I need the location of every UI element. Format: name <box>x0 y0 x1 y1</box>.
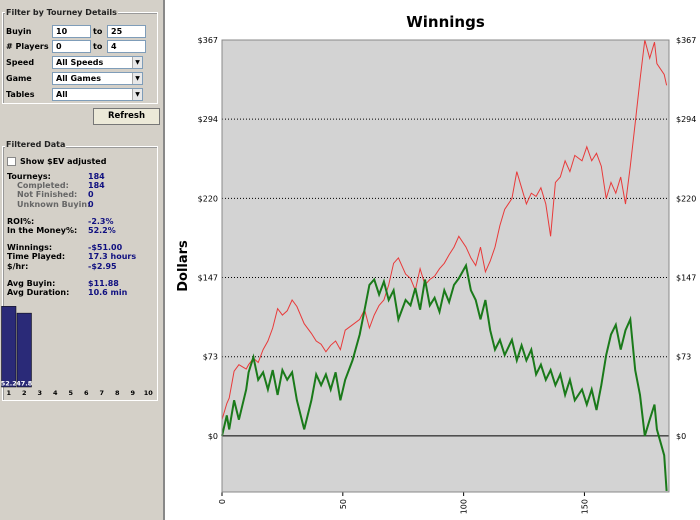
dropdown-arrow: ▼ <box>132 89 142 100</box>
chart: Winnings Dollars $0 $0 $73 $73 $147 $147 $220 $22… <box>163 0 700 520</box>
y2-tick-label: $147 <box>676 274 696 283</box>
filtered-title: Filtered Data <box>5 140 67 149</box>
stat-label: Completed: <box>17 181 69 191</box>
x-tick-label: 1 <box>6 389 11 397</box>
bar <box>1 306 17 388</box>
input[interactable]: 4 <box>107 40 146 53</box>
stat-value: 52.2% <box>88 226 116 235</box>
stat-label: Time Played: <box>7 252 66 262</box>
y2-tick-label: $0 <box>676 432 686 441</box>
x-tick-label: 6 <box>84 389 89 397</box>
input[interactable]: 25 <box>107 25 146 38</box>
filtered-box <box>2 146 158 401</box>
x-tick-label: 5 <box>68 389 73 397</box>
x-tick-label: 150 <box>580 499 589 514</box>
y-tick-label: $220 <box>198 194 218 203</box>
y-axis-label: Dollars <box>176 240 191 292</box>
y2-tick-label: $367 <box>676 36 696 45</box>
x-tick-label: 8 <box>115 389 120 397</box>
stat-label: $/hr: <box>7 261 29 271</box>
field-label: Speed <box>6 58 35 67</box>
stat-label: Avg Buyin: <box>7 278 56 288</box>
dropdown[interactable]: All Speeds ▼ <box>52 56 143 69</box>
value-label: 52.2 <box>1 380 17 388</box>
stat-value: 0 <box>88 190 94 200</box>
stat-value: 184 <box>88 181 105 191</box>
y2-tick-label: $294 <box>676 115 696 124</box>
y-tick-label: $0 <box>208 432 218 441</box>
x-tick-label: 2 <box>22 389 27 397</box>
y-tick-label: $147 <box>198 274 218 283</box>
stat-value: 0 <box>88 199 94 209</box>
value-label: 47.8 <box>16 380 33 388</box>
plot-border <box>221 39 670 493</box>
dropdown-arrow: ▼ <box>132 73 142 84</box>
y-tick-label: $367 <box>198 36 218 45</box>
field-label: Game <box>6 74 32 83</box>
stat-label: In the Money%: <box>7 226 78 235</box>
stat-value: 10.6 min <box>88 288 128 297</box>
mini-chart: 152.2 247.8 3 4 5 6 7 8 9 10 <box>1 306 154 397</box>
stat-value: -2.3% <box>88 216 114 226</box>
stat-label: Winnings: <box>7 243 53 253</box>
input[interactable]: 0 <box>52 40 91 53</box>
filter-title: Filter by Tourney Details <box>5 8 118 17</box>
range-sep: to <box>93 42 103 51</box>
series-line <box>221 39 668 420</box>
stat-label: ROI%: <box>7 216 35 226</box>
series-line <box>221 262 668 491</box>
x-tick-label: 9 <box>130 389 135 397</box>
input[interactable]: 10 <box>52 25 91 38</box>
stat-label: Unknown Buyin: <box>17 199 91 209</box>
field-label: Tables <box>6 90 35 99</box>
stat-value: -$51.00 <box>88 243 123 253</box>
bar <box>16 312 32 388</box>
stat-value: $11.88 <box>88 278 119 288</box>
y-tick-label: $73 <box>203 353 218 362</box>
stat-label: Not Finished: <box>17 190 78 200</box>
checkbox[interactable] <box>7 157 16 166</box>
chart-title: Winnings <box>406 13 485 31</box>
stat-value: 17.3 hours <box>88 252 137 262</box>
refresh-button[interactable]: Refresh <box>93 108 160 125</box>
stat-label: Avg Duration: <box>7 288 70 297</box>
x-tick-label: 7 <box>99 389 104 397</box>
x-tick-label: 0 <box>218 499 227 504</box>
x-tick-label: 3 <box>37 389 42 397</box>
plot-area <box>222 40 669 492</box>
filter-panel: Filter by Tourney Details Refresh Filter… <box>0 0 160 520</box>
dropdown[interactable]: All ▼ <box>52 88 143 101</box>
stat-label: Tourneys: <box>7 172 51 181</box>
field-label: # Players <box>6 42 49 51</box>
field-label: Buyin <box>6 27 32 36</box>
x-tick-label: 100 <box>460 499 469 514</box>
checkbox-label: Show $EV adjusted <box>20 157 107 166</box>
x-tick-label: 50 <box>339 499 348 509</box>
range-sep: to <box>93 27 103 36</box>
dropdown[interactable]: All Games ▼ <box>52 72 143 85</box>
stat-value: -$2.95 <box>88 261 117 271</box>
x-tick-label: 4 <box>53 389 58 397</box>
x-tick-label: 10 <box>144 389 154 397</box>
dropdown-arrow: ▼ <box>132 57 142 68</box>
y2-tick-label: $73 <box>676 353 691 362</box>
y-tick-label: $294 <box>198 115 218 124</box>
y2-tick-label: $220 <box>676 194 696 203</box>
stat-value: 184 <box>88 172 105 181</box>
